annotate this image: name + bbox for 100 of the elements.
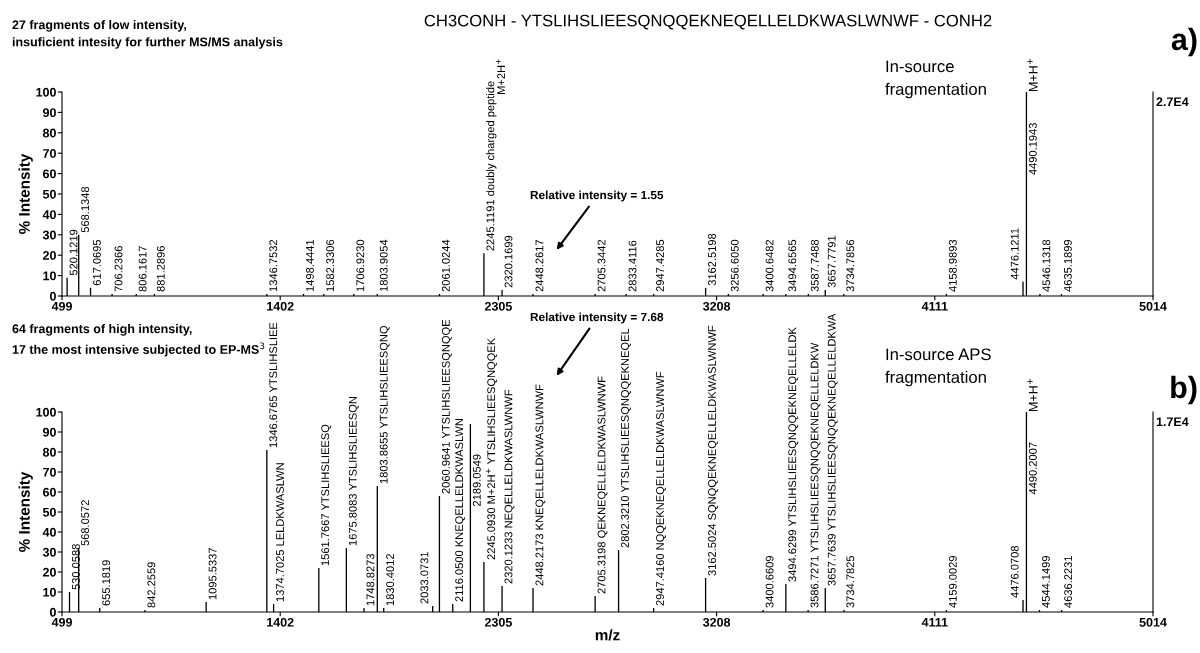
annotation: 1582.3306 xyxy=(326,239,335,292)
text: 1.7E4 xyxy=(1156,417,1189,427)
y-tick-label: 40 xyxy=(42,527,56,537)
y-tick-label: 80 xyxy=(42,128,56,138)
annotation: 4476.0708 xyxy=(1010,545,1019,598)
annotation: 2060.9641 YTSLIHSLIEESQNQQE xyxy=(441,319,452,494)
annotation: 706.2366 xyxy=(114,246,123,292)
text: Relative intensity = 7.68 xyxy=(530,312,664,324)
annotation: 3256.6050 xyxy=(730,239,739,292)
annotation: 3657.7639 YTSLIHSLIEESQNQQEKNEQELLELDKWA xyxy=(827,313,838,586)
annotation: 1095.5337 xyxy=(208,548,217,600)
text: In-source APS fragmentation xyxy=(885,348,991,387)
annotation: 2947.4285 xyxy=(656,239,664,292)
annotation: 3162.5024 SQNQQEKNEQELLELDKWASLWNWF xyxy=(708,325,718,576)
annotation: 1498.4441 xyxy=(305,239,314,292)
annotation: 1803.9054 xyxy=(379,239,388,292)
annotation: 4635.1899 xyxy=(1063,239,1072,292)
y-tick-label: 10 xyxy=(43,587,56,597)
text: 27 fragments of low intensity, insuficient intesity for further MS/MS analysis xyxy=(12,20,283,49)
annotation: 1346.6765 YTSLIHSLIEE xyxy=(269,322,278,448)
annotation: 4490.2007 xyxy=(1028,442,1037,495)
annotation: 2448.2173 KNEQELLELDKWASLWNWF xyxy=(535,384,546,586)
annotation: 1830.4012 xyxy=(386,554,395,606)
annotation: 2245.1191 doubly charged peptide xyxy=(486,81,497,251)
annotation: M+2H$^{+}$ xyxy=(495,59,505,94)
annotation: 1748.8273 xyxy=(366,553,375,606)
annotation: In-source fragmentation xyxy=(885,60,986,99)
annotation: 1374.7025 LELDKWASLWN xyxy=(276,463,284,602)
annotation: 3400.6609 xyxy=(765,556,774,608)
annotation: 3494.6299 YTSLIHSLIEESQNQQEKNEQELLELDK xyxy=(788,327,799,582)
x-tick-label: 499 xyxy=(51,301,72,311)
annotation: 842.2559 xyxy=(147,562,156,608)
annotation: 2448.2617 xyxy=(535,239,544,292)
y-tick-label: 0 xyxy=(49,291,56,301)
annotation: 2245.0930 M+2H$^{+}$ YTSLIHSLIEESQNQQEK xyxy=(485,337,498,560)
y-tick-label: 80 xyxy=(42,447,56,457)
annotation: 2116.0500 KNEQELLELDKWASLWN xyxy=(455,419,466,602)
text: a) xyxy=(1171,27,1197,57)
text: b) xyxy=(1171,375,1197,405)
x-tick-label: 3208 xyxy=(702,301,731,311)
annotation: 3587.7488 xyxy=(810,239,819,292)
annotation: 3734.7856 xyxy=(846,239,855,292)
annotation: 1675.8083 YTSLIHSLIEESQN xyxy=(348,397,359,546)
x-tick-label: 1402 xyxy=(267,301,294,311)
y-tick-label: 30 xyxy=(42,547,56,557)
y-tick-label: 50 xyxy=(42,189,56,199)
text: 64 fragments of high intensity, 17 the most intensive subjected to EP-MS$^{3}$ xyxy=(12,324,265,357)
y-tick-label: 90 xyxy=(42,108,56,118)
annotation: 520.1219 xyxy=(69,229,78,276)
annotation: M+H$^{+}$ xyxy=(1027,58,1038,91)
annotation: 3586.7271 YTSLIHSLIEESQNQQEKNEQELLELDKW xyxy=(810,342,821,608)
chart-title: CH3CONH - YTSLIHSLIEESQNQQEKNEQELLELDKWASLWNWF - CONH2 xyxy=(424,14,992,30)
annotation: 4159.0029 xyxy=(948,556,957,608)
annotation: 3657.7791 xyxy=(827,235,836,288)
x-tick-label: 2305 xyxy=(484,617,512,627)
text: 2.7E4 xyxy=(1156,97,1189,107)
annotation: 2061.0244 xyxy=(441,239,450,292)
annotation: 530.0588 xyxy=(71,544,80,590)
y-tick-label: 60 xyxy=(43,169,56,179)
annotation: 2705.3198 QEKNEQELLELDKWASLWNWF xyxy=(597,376,608,594)
y-tick-label: 30 xyxy=(42,230,56,240)
annotation: 2802.3210 YTSLIHSLIEESQNQQEKNEQEL xyxy=(621,328,631,548)
annotation: 4158.9893 xyxy=(948,239,957,292)
annotation: Relative intensity = 1.55 xyxy=(530,190,664,202)
y-tick-label: 40 xyxy=(42,210,56,220)
y-tick-label: 100 xyxy=(36,407,56,417)
annotation: 3494.6565 xyxy=(788,239,797,292)
y-tick-label: 100 xyxy=(36,87,56,97)
annotation: 4546.1318 xyxy=(1042,239,1051,292)
annotation: 2705.3442 xyxy=(597,239,606,292)
annotation: 4544.1499 xyxy=(1041,556,1050,608)
annotation: 2833.4116 xyxy=(628,240,637,292)
y-tick-label: 20 xyxy=(42,251,56,260)
annotation: 3162.5198 xyxy=(708,233,716,286)
x-tick-label: 2305 xyxy=(484,301,512,311)
annotation: 4490.1943 xyxy=(1028,123,1037,175)
y-axis-title: % Intensity xyxy=(18,471,33,552)
annotation: 2189.0549 xyxy=(472,454,481,506)
annotation: 655.1819 xyxy=(102,560,111,606)
annotation: 3400.6482 xyxy=(765,239,774,292)
x-tick-label: 5014 xyxy=(1139,301,1167,311)
x-axis-title: m/z xyxy=(595,629,620,641)
x-tick-label: 1402 xyxy=(267,617,294,627)
annotation: 4636.2231 xyxy=(1064,556,1073,608)
y-tick-label: 70 xyxy=(43,149,56,158)
annotation: 2033.0731 xyxy=(420,552,429,604)
annotation: 1803.8655 YTSLIHSLIEESQNQ xyxy=(379,326,390,484)
x-tick-label: 3208 xyxy=(702,617,731,627)
annotation: 617.0695 xyxy=(93,239,101,286)
annotation: 806.1617 xyxy=(138,246,147,292)
y-axis-title: % Intensity xyxy=(18,153,33,234)
y-tick-label: 70 xyxy=(43,467,56,477)
x-tick-label: 5014 xyxy=(1139,617,1167,627)
annotation: 881.2896 xyxy=(156,246,165,292)
x-tick-label: 499 xyxy=(51,617,72,627)
y-tick-label: 20 xyxy=(42,567,56,577)
annotation: 1346.7532 xyxy=(269,239,278,292)
annotation: 568.1348 xyxy=(81,186,90,233)
y-tick-label: 60 xyxy=(43,487,56,497)
annotation: 2947.4160 NQQEKNEQELLELDKWASLWNWF xyxy=(656,371,666,606)
